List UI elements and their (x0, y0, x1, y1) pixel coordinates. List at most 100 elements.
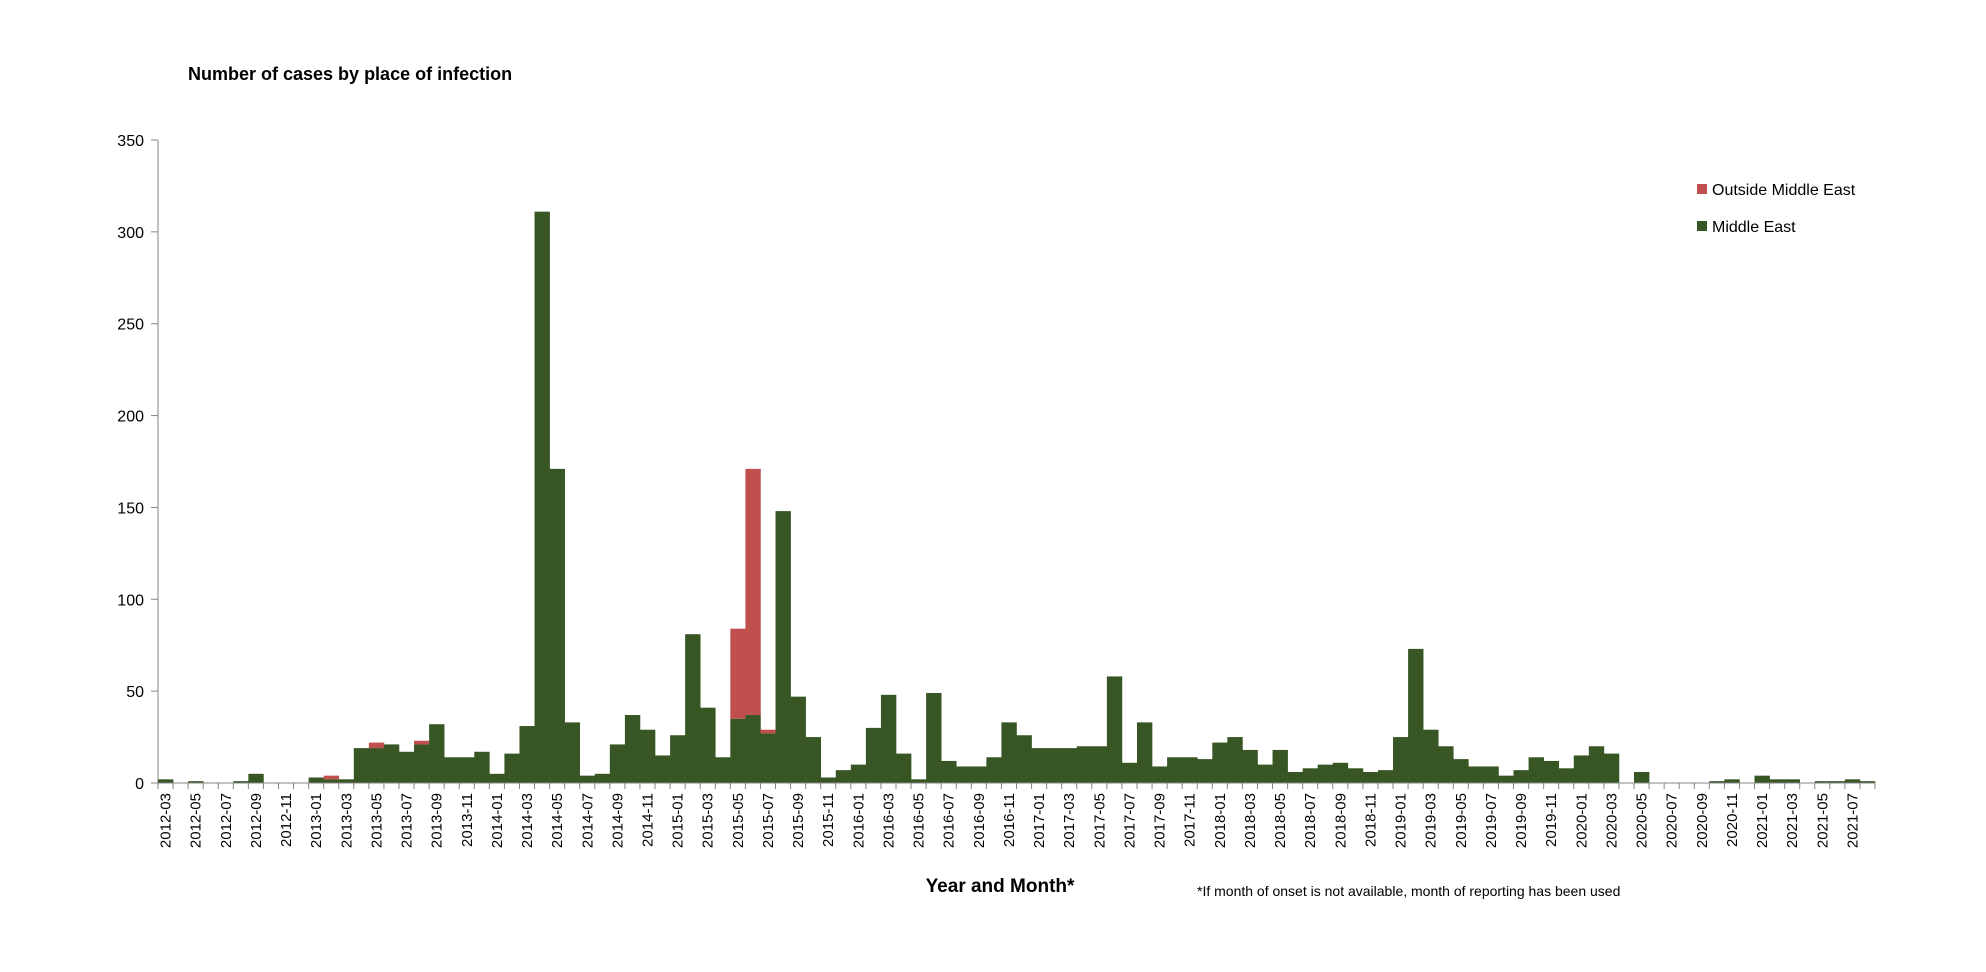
y-tick-label: 150 (117, 500, 144, 517)
x-tick-label: 2014-09 (609, 793, 626, 848)
x-tick-label: 2017-05 (1091, 793, 1108, 848)
x-tick-label: 2019-07 (1483, 793, 1500, 848)
bar-middle-east (1498, 775, 1514, 783)
x-tick-label: 2020-03 (1603, 793, 1620, 848)
bar-middle-east (1754, 775, 1770, 783)
bar-middle-east (158, 779, 174, 783)
bar-middle-east (1317, 764, 1334, 783)
x-tick-label: 2012-09 (248, 793, 265, 848)
bar-middle-east (820, 777, 837, 783)
x-tick-label: 2018-03 (1242, 793, 1259, 848)
bar-middle-east (353, 748, 370, 783)
x-tick-label: 2020-11 (1724, 793, 1741, 847)
chart-title: Number of cases by place of infection (188, 64, 512, 84)
bar-middle-east (1468, 766, 1484, 783)
x-tick-label: 2021-05 (1814, 793, 1831, 848)
bar-middle-east (1829, 781, 1846, 783)
x-tick-label: 2016-01 (850, 793, 867, 848)
bar-middle-east (1588, 746, 1605, 783)
y-axis: 0 50 100 150 200 250 300 350 (117, 133, 159, 793)
footnote: *If month of onset is not available, mon… (1197, 883, 1620, 899)
bar-middle-east (1136, 722, 1153, 783)
bar-outside-middle-east (323, 775, 340, 780)
x-tick-label: 2021-07 (1844, 793, 1861, 848)
y-tick-label: 250 (117, 317, 144, 334)
bar-middle-east (1603, 753, 1620, 783)
bar-middle-east (1423, 729, 1439, 783)
x-tick-label: 2013-09 (429, 793, 446, 848)
bar-middle-east (1709, 781, 1725, 783)
x-tick-label: 2018-07 (1302, 793, 1319, 848)
x-tick-label: 2014-05 (549, 793, 566, 848)
x-tick-label: 2012-11 (278, 793, 295, 847)
bar-middle-east (1227, 737, 1243, 783)
bar-middle-east (670, 735, 686, 783)
bar-middle-east (1393, 737, 1409, 783)
bar-middle-east (700, 707, 716, 783)
bar-middle-east (1287, 771, 1303, 783)
bar-middle-east (624, 715, 641, 783)
x-tick-label: 2017-01 (1031, 793, 1048, 848)
x-tick-label: 2013-03 (338, 793, 355, 848)
bar-outside-middle-east (745, 468, 761, 716)
x-tick-label: 2016-07 (941, 793, 958, 848)
x-tick-label: 2013-01 (308, 793, 325, 848)
bar-outside-middle-east (414, 740, 430, 745)
bar-middle-east (1844, 779, 1861, 783)
bar-middle-east (368, 748, 385, 783)
x-tick-label: 2013-05 (368, 793, 385, 848)
y-tick-label: 0 (135, 776, 144, 793)
bar-middle-east (971, 766, 987, 783)
y-tick-label: 200 (117, 409, 144, 426)
bar-outside-middle-east (368, 742, 385, 749)
bar-middle-east (414, 744, 430, 783)
bar-middle-east (1483, 766, 1499, 783)
x-tick-label: 2019-11 (1543, 793, 1560, 847)
x-tick-label: 2020-05 (1634, 793, 1651, 848)
bar-middle-east (639, 729, 656, 783)
legend-swatch-middle-east (1697, 221, 1707, 231)
x-tick-label: 2018-11 (1362, 793, 1379, 847)
bar-middle-east (1016, 735, 1032, 783)
legend-swatch-outside-middle-east (1697, 184, 1707, 194)
bar-middle-east (594, 773, 611, 783)
x-axis-label: Year and Month* (926, 876, 1075, 897)
x-tick-label: 2019-03 (1423, 793, 1440, 848)
bar-middle-east (835, 770, 852, 783)
bar-middle-east (609, 744, 626, 783)
x-tick-label: 2012-07 (218, 793, 235, 848)
bar-middle-east (1091, 746, 1108, 783)
bar-middle-east (1724, 779, 1740, 783)
bar-middle-east (188, 781, 204, 783)
bar-middle-east (1859, 781, 1876, 783)
x-tick-label: 2017-09 (1152, 793, 1169, 848)
bar-middle-east (1152, 766, 1168, 783)
x-tick-label: 2015-05 (730, 793, 747, 848)
bar-middle-east (715, 757, 731, 783)
legend: Outside Middle East Middle East (1697, 182, 1856, 236)
bar-middle-east (1453, 759, 1469, 783)
bar-middle-east (1242, 749, 1258, 783)
bar-middle-east (429, 724, 445, 783)
x-tick-label: 2021-01 (1754, 793, 1771, 848)
bar-middle-east (233, 781, 249, 783)
bar-outside-middle-east (760, 729, 776, 734)
legend-label-middle-east: Middle East (1712, 219, 1796, 236)
bar-middle-east (444, 757, 460, 783)
bar-middle-east (926, 692, 942, 783)
x-tick-label: 2018-01 (1212, 793, 1229, 848)
bar-middle-east (1634, 771, 1650, 783)
bar-middle-east (383, 744, 400, 783)
bar-middle-east (790, 696, 806, 783)
bar-middle-east (941, 760, 957, 783)
x-tick-label: 2019-01 (1393, 793, 1410, 848)
x-axis: 2012-03 2012-05 2012-07 2012-09 2012-11 2013-… (157, 782, 1876, 848)
bar-middle-east (1182, 757, 1198, 783)
bar-middle-east (685, 634, 701, 783)
bar-middle-east (504, 753, 520, 783)
bar-middle-east (1121, 762, 1138, 783)
bar-middle-east (1257, 764, 1273, 783)
bar-middle-east (549, 468, 565, 783)
bar-middle-east (1106, 676, 1123, 783)
bar-middle-east (956, 766, 972, 783)
